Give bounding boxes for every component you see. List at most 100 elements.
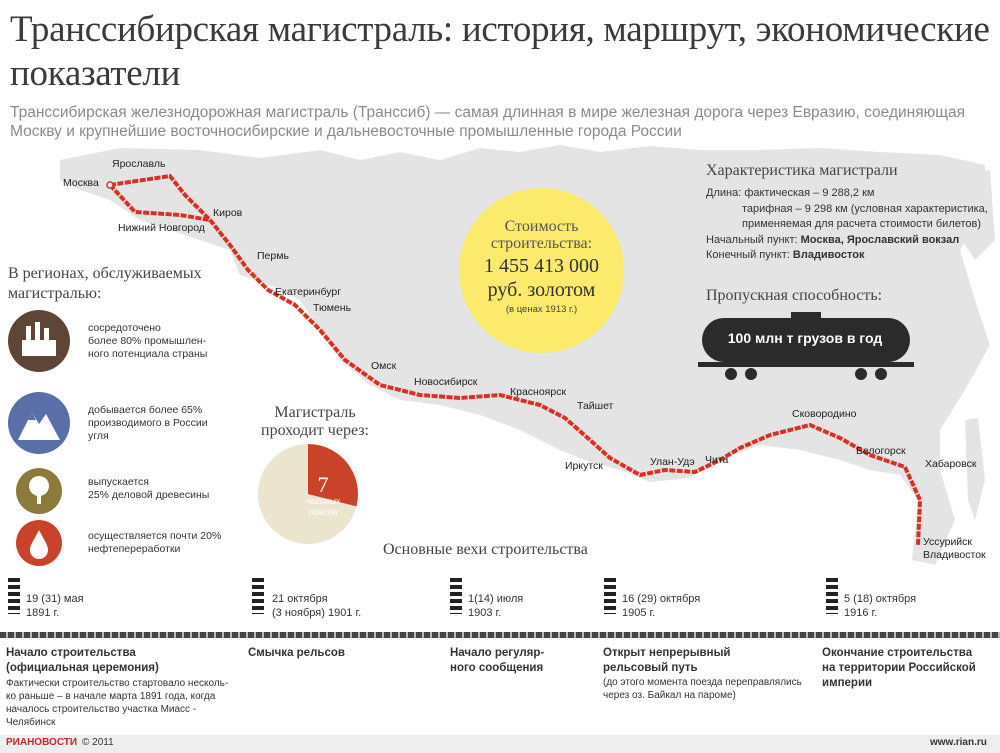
milestone-4-note: (до этого момента поезда переправлялись … — [603, 676, 802, 702]
region-2-line2: производимого в России — [88, 417, 208, 429]
region-item-3: выпускается 25% деловой древесины — [88, 476, 209, 502]
cost-value-line1: 1 455 413 000 — [484, 255, 599, 277]
milestone-1-note4: Челябинск — [6, 717, 56, 728]
end-label: Конечный пункт: — [706, 249, 790, 261]
milestone-1-heading: Начало строительства (официальная церемо… — [6, 646, 159, 676]
milestone-2-head1: Смычка рельсов — [248, 647, 345, 659]
capacity-title: Пропускная способность: — [706, 287, 883, 304]
milestone-4-head2: рельсовый путь — [603, 662, 698, 674]
region-item-4: осуществляется почти 20% нефтепереработк… — [88, 530, 221, 556]
footer-copyright: © 2011 — [82, 737, 114, 748]
milestone-5-head2: на территории Российской — [822, 662, 976, 674]
characteristics-block: Характеристика магистрали Длина: фактиче… — [706, 162, 996, 264]
footer-brand-logo: РИАНОВОСТИ — [6, 737, 78, 748]
milestone-1-date2: 1891 г. — [26, 607, 60, 619]
milestone-4-head1: Открыт непрерывный — [603, 647, 731, 659]
milestone-4-date2: 1905 г. — [622, 607, 656, 619]
cost-note: (в ценах 1913 г.) — [505, 304, 578, 315]
timezones-title-line1: Магистраль — [274, 404, 356, 421]
milestone-5-date2: 1916 г. — [844, 607, 878, 619]
region-3-line2: 25% деловой древесины — [88, 489, 210, 501]
city-vladivostok: Владивосток — [923, 549, 986, 561]
milestone-3-date1: 1(14) июля — [468, 593, 524, 605]
tree-icon — [16, 468, 62, 514]
region-3-line1: выпускается — [88, 476, 149, 488]
length-tariff-note: применяемая для расчета стоимости билето… — [742, 218, 982, 230]
footer-bar — [0, 735, 1000, 753]
city-ekaterinburg: Екатеринбург — [275, 286, 342, 298]
timezones-title: Магистраль проходит через: — [250, 404, 380, 440]
city-omsk: Омск — [371, 360, 397, 372]
start-value: Москва, Ярославский вокзал — [800, 233, 960, 246]
milestone-1-date: 19 (31) мая 1891 г. — [26, 592, 84, 620]
length-label: Длина: — [706, 187, 742, 199]
milestone-5-date: 5 (18) октября 1916 г. — [844, 592, 916, 620]
trans-siberian-route — [109, 174, 922, 546]
regions-title-line2: магистралью: — [8, 285, 102, 302]
milestone-4-note1: (до этого момента поезда переправлялись — [603, 677, 802, 688]
characteristics-title: Характеристика магистрали — [706, 162, 898, 179]
milestone-2-icon — [252, 578, 264, 614]
region-item-2: добывается более 65% производимого в Рос… — [88, 404, 208, 443]
city-skovorodino: Сковородино — [792, 408, 857, 420]
footer-site-link[interactable]: www.rian.ru — [930, 737, 987, 748]
milestone-5-heading: Окончание строительства на территории Ро… — [822, 646, 976, 691]
city-krasnoyarsk: Красноярск — [510, 386, 567, 398]
length-tariff: тарифная – 9 298 км (условная характерис… — [742, 202, 988, 215]
region-1-line1: сосредоточено — [88, 322, 161, 334]
milestone-1-head2: (официальная церемония) — [6, 662, 159, 674]
milestone-5-date1: 5 (18) октября — [844, 593, 917, 605]
timezones-count: 7 — [317, 472, 329, 497]
city-belogorsk: Белогорск — [856, 445, 906, 457]
rail-timeline — [0, 632, 1000, 638]
milestone-5-icon — [826, 578, 838, 614]
timezones-pie — [258, 444, 358, 544]
milestones-title: Основные вехи строительства — [383, 541, 588, 558]
milestone-1-note3: началось строительство участка Миасс - — [6, 704, 197, 715]
city-nizhny: Нижний Новгород — [118, 222, 205, 234]
milestone-1-icon — [8, 578, 20, 614]
milestone-4-heading: Открыт непрерывный рельсовый путь — [603, 646, 730, 676]
cost-value: 1 455 413 000 руб. золотом — [459, 254, 624, 302]
milestone-1-note1: Фактически строительство стартовало неск… — [6, 678, 229, 689]
milestone-3-date2: 1903 г. — [468, 607, 502, 619]
tank-car-icon — [698, 312, 914, 380]
end-value: Владивосток — [792, 249, 865, 261]
city-kirov: Киров — [213, 207, 243, 219]
region-2-line3: угля — [88, 430, 109, 442]
route-branch-nizhny — [108, 183, 211, 222]
city-novosibirsk: Новосибирск — [414, 376, 478, 388]
region-4-line1: осуществляется почти 20% — [88, 530, 222, 542]
region-4-line2: нефтепереработки — [88, 543, 181, 555]
kamchatka — [940, 170, 995, 260]
milestone-5-head1: Окончание строительства — [822, 647, 973, 659]
region-1-line3: ного потенциала страны — [88, 348, 208, 360]
length-actual: фактическая – 9 288,2 км — [744, 187, 875, 199]
milestone-1-date1: 19 (31) мая — [26, 593, 84, 605]
milestone-4-date1: 16 (29) октября — [622, 593, 701, 605]
city-taishet: Тайшет — [577, 400, 614, 412]
timezones-pie-slice — [308, 444, 358, 507]
city-perm: Пермь — [257, 250, 289, 262]
milestone-2-date2: (3 ноября) 1901 г. — [272, 607, 362, 619]
milestone-3-date: 1(14) июля 1903 г. — [468, 592, 523, 620]
milestone-3-head2: ного сообщения — [450, 662, 544, 674]
factory-icon — [8, 310, 70, 372]
milestone-3-head1: Начало регуляр- — [450, 647, 545, 659]
oil-drop-icon — [16, 520, 62, 566]
milestone-2-date1: 21 октября — [272, 593, 328, 605]
regions-title: В регионах, обслуживаемых магистралью: — [8, 264, 238, 304]
city-chita: Чита — [705, 454, 729, 466]
milestone-2-date: 21 октября (3 ноября) 1901 г. — [272, 592, 361, 620]
timezones-title-line2: проходит через: — [261, 422, 369, 439]
city-irkutsk: Иркутск — [565, 460, 603, 472]
page-title: Транссибирская магистраль: история, марш… — [10, 9, 990, 94]
sakhalin — [965, 418, 985, 520]
cost-label-line2: строительства: — [490, 235, 593, 252]
cost-label-line1: Стоимость — [504, 218, 579, 235]
regions-title-line1: В регионах, обслуживаемых — [8, 265, 202, 282]
city-ulanude: Улан-Удэ — [650, 456, 695, 468]
cost-value-line2: руб. золотом — [487, 279, 596, 301]
milestone-3-heading: Начало регуляр- ного сообщения — [450, 646, 544, 676]
region-item-1: сосредоточено более 80% промышлен- ного … — [88, 322, 207, 361]
